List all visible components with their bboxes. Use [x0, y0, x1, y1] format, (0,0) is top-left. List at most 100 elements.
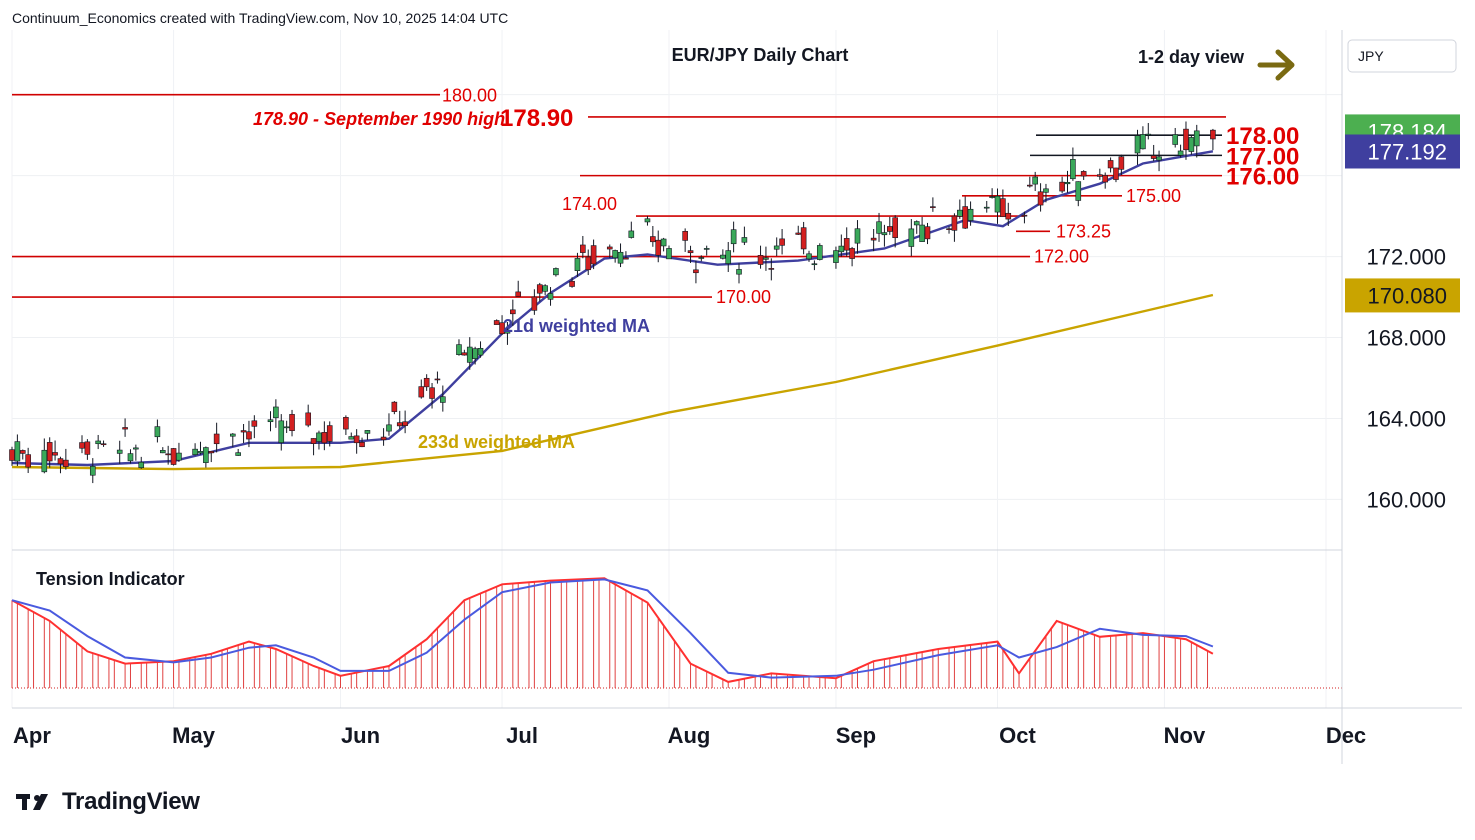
- candle-body: [725, 250, 732, 264]
- time-tick-label: Jul: [506, 723, 538, 748]
- candle-body: [41, 449, 48, 473]
- candle-body: [289, 414, 295, 431]
- candle-body: [989, 196, 995, 198]
- time-tick-label: Jun: [341, 723, 380, 748]
- candle-body: [321, 432, 328, 444]
- chart-title: EUR/JPY Daily Chart: [672, 45, 849, 65]
- candle-body: [924, 226, 931, 240]
- candle-body: [267, 419, 274, 423]
- candle-body: [962, 206, 968, 229]
- candle-body: [213, 433, 220, 445]
- candle-body: [240, 430, 247, 433]
- ma233-value-badge: [1345, 278, 1460, 313]
- candle-body: [19, 450, 26, 454]
- candle-body: [536, 284, 543, 294]
- candle-body: [402, 421, 408, 426]
- candle-body: [870, 237, 877, 241]
- candle-body: [138, 461, 145, 469]
- candle-body: [1107, 160, 1114, 169]
- candle-body: [1183, 128, 1189, 151]
- candle-body: [63, 459, 69, 468]
- candle-body: [730, 229, 737, 245]
- right-arrow-icon: [1257, 49, 1295, 81]
- candle-body: [391, 401, 398, 412]
- candle-body: [908, 228, 915, 247]
- candle-body: [1021, 214, 1028, 217]
- time-tick-label: Nov: [1164, 723, 1206, 748]
- time-tick-label: Apr: [13, 723, 51, 748]
- candle-body: [192, 448, 198, 455]
- level-label-175-00: 175.00: [1126, 186, 1181, 206]
- candle-body: [25, 454, 31, 468]
- currency-label: JPY: [1358, 48, 1384, 64]
- candle-body: [1102, 175, 1109, 183]
- candle-body: [698, 257, 705, 259]
- candle-body: [1000, 198, 1006, 218]
- view-label: 1-2 day view: [1138, 47, 1245, 67]
- candle-body: [46, 442, 53, 462]
- candle-body: [930, 206, 936, 208]
- annotation-1990-high: 178.90 - September 1990 high: [253, 109, 505, 129]
- tradingview-logo[interactable]: TradingView: [16, 788, 200, 816]
- candle-body: [623, 257, 629, 260]
- candle-body: [316, 432, 322, 442]
- candle-body: [1005, 212, 1012, 220]
- tension-line: [11, 577, 1214, 683]
- candle-body: [1188, 137, 1195, 152]
- candle-body: [816, 245, 823, 260]
- candle-body: [418, 386, 425, 398]
- candle-body: [133, 447, 139, 450]
- candle-body: [456, 344, 462, 355]
- candle-body: [773, 245, 780, 250]
- level-label-178-00: 178.00: [1226, 123, 1299, 150]
- candle-body: [892, 217, 898, 239]
- candle-body: [580, 244, 586, 253]
- candle-body: [574, 258, 581, 271]
- candle-body: [612, 250, 618, 259]
- candle-body: [644, 218, 651, 223]
- candle-body: [994, 195, 1001, 213]
- candle-body: [666, 248, 672, 260]
- candle-body: [9, 449, 15, 461]
- ma233-layer: [11, 293, 1214, 471]
- candle-body: [52, 452, 58, 456]
- candle-body: [504, 329, 511, 334]
- candle-body: [154, 426, 161, 438]
- candle-body: [1075, 181, 1082, 201]
- candle-body: [693, 269, 699, 274]
- candle-body: [1156, 156, 1162, 161]
- candle-body: [197, 451, 204, 454]
- candle-body: [854, 228, 861, 244]
- candle-body: [1059, 181, 1065, 192]
- candle-body: [515, 291, 522, 297]
- level-label-176-00: 176.00: [1226, 164, 1299, 191]
- candle-body: [176, 452, 182, 461]
- candle-body: [127, 453, 134, 462]
- candle-body: [305, 412, 311, 426]
- candle-body: [606, 246, 613, 250]
- candle-body: [1172, 134, 1179, 145]
- candle-body: [434, 378, 441, 381]
- level-label-177-00: 177.00: [1226, 143, 1299, 170]
- candle-body: [957, 209, 963, 217]
- candle-body: [1064, 182, 1071, 185]
- level-label-178-90: 178.90: [500, 105, 573, 132]
- candle-body: [768, 268, 775, 270]
- candle-body: [703, 248, 710, 250]
- candle-body: [348, 436, 355, 440]
- candle-body: [660, 238, 667, 247]
- candles: [9, 121, 1216, 484]
- candle-body: [628, 230, 635, 238]
- price-tick-label: 172.000: [1366, 245, 1446, 270]
- tension-label: Tension Indicator: [36, 569, 185, 589]
- candle-body: [273, 406, 279, 419]
- time-tick-label: Sep: [836, 723, 876, 748]
- candle-body: [569, 280, 575, 287]
- candle-body: [278, 420, 285, 443]
- candle-body: [310, 438, 317, 444]
- time-tick-label: Aug: [668, 723, 711, 748]
- candle-body: [547, 293, 554, 300]
- candle-body: [84, 441, 91, 455]
